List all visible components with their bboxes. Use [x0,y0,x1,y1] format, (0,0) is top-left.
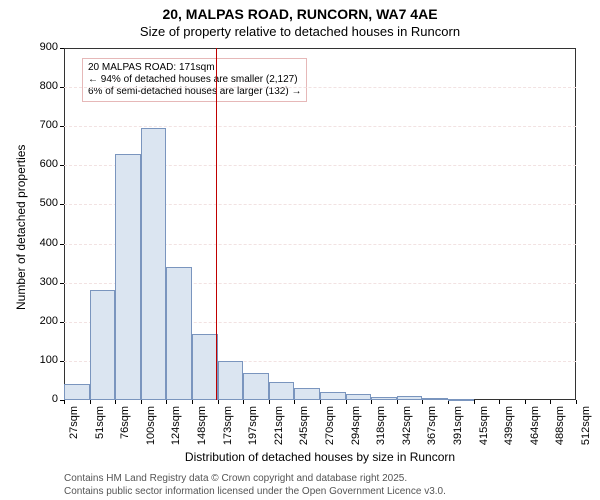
histogram-bar [141,128,167,400]
x-tick-mark [499,400,500,404]
histogram-bar [320,392,346,400]
x-tick-label: 464sqm [529,406,541,454]
x-tick-label: 415sqm [478,406,490,454]
x-tick-label: 27sqm [68,406,80,454]
y-tick-mark [60,204,64,205]
x-tick-mark [422,400,423,404]
y-tick-mark [60,244,64,245]
y-tick-label: 800 [22,80,58,92]
histogram-bar [269,382,295,400]
x-tick-label: 148sqm [196,406,208,454]
x-tick-mark [243,400,244,404]
y-tick-label: 700 [22,119,58,131]
x-tick-label: 100sqm [145,406,157,454]
histogram-bar [294,388,320,400]
y-tick-mark [60,361,64,362]
histogram-bar [192,334,218,400]
x-tick-mark [269,400,270,404]
x-tick-mark [474,400,475,404]
y-tick-mark [60,87,64,88]
y-tick-label: 300 [22,276,58,288]
x-tick-mark [115,400,116,404]
y-tick-mark [60,283,64,284]
x-tick-mark [320,400,321,404]
x-tick-label: 124sqm [170,406,182,454]
x-tick-label: 318sqm [375,406,387,454]
footnote: Contains HM Land Registry data © Crown c… [64,472,446,498]
y-tick-label: 0 [22,393,58,405]
x-tick-label: 342sqm [401,406,413,454]
chart-container: 20, MALPAS ROAD, RUNCORN, WA7 4AE Size o… [0,0,600,500]
x-tick-label: 367sqm [426,406,438,454]
histogram-bar [218,361,244,400]
x-tick-label: 245sqm [298,406,310,454]
x-tick-label: 439sqm [503,406,515,454]
histogram-bar [166,267,192,400]
x-tick-mark [192,400,193,404]
histogram-bar [243,373,269,400]
x-tick-label: 488sqm [554,406,566,454]
x-tick-mark [397,400,398,404]
y-tick-mark [60,165,64,166]
x-tick-label: 270sqm [324,406,336,454]
y-tick-mark [60,126,64,127]
annotation-line2: ← 94% of detached houses are smaller (2,… [88,74,301,86]
x-tick-mark [294,400,295,404]
x-tick-mark [525,400,526,404]
grid-line [64,126,576,127]
annotation-box: 20 MALPAS ROAD: 171sqm ← 94% of detached… [82,58,307,102]
x-tick-label: 512sqm [580,406,592,454]
histogram-bar [346,394,372,400]
x-axis-label: Distribution of detached houses by size … [64,450,576,464]
histogram-bar [397,396,423,400]
footnote-line1: Contains HM Land Registry data © Crown c… [64,472,446,485]
y-tick-mark [60,48,64,49]
x-tick-label: 221sqm [273,406,285,454]
histogram-bar [448,399,474,401]
grid-line [64,87,576,88]
footnote-line2: Contains public sector information licen… [64,485,446,498]
annotation-line1: 20 MALPAS ROAD: 171sqm [88,62,301,74]
x-tick-mark [166,400,167,404]
x-tick-mark [141,400,142,404]
x-tick-mark [371,400,372,404]
x-tick-mark [576,400,577,404]
x-tick-label: 51sqm [94,406,106,454]
x-tick-label: 294sqm [350,406,362,454]
histogram-bar [422,398,448,400]
y-tick-label: 600 [22,158,58,170]
histogram-bar [115,154,141,400]
x-tick-mark [64,400,65,404]
x-tick-mark [90,400,91,404]
y-tick-label: 100 [22,354,58,366]
title-sub: Size of property relative to detached ho… [0,22,600,39]
title-main: 20, MALPAS ROAD, RUNCORN, WA7 4AE [0,0,600,22]
x-tick-label: 197sqm [247,406,259,454]
histogram-bar [90,290,116,400]
reference-line [216,48,217,400]
histogram-bar [64,384,90,400]
x-tick-label: 76sqm [119,406,131,454]
y-tick-label: 200 [22,315,58,327]
y-tick-label: 500 [22,197,58,209]
x-tick-mark [218,400,219,404]
histogram-bar [371,397,397,400]
y-tick-label: 900 [22,41,58,53]
x-tick-mark [550,400,551,404]
y-tick-mark [60,322,64,323]
x-tick-label: 391sqm [452,406,464,454]
y-tick-label: 400 [22,237,58,249]
x-tick-label: 173sqm [222,406,234,454]
x-tick-mark [346,400,347,404]
